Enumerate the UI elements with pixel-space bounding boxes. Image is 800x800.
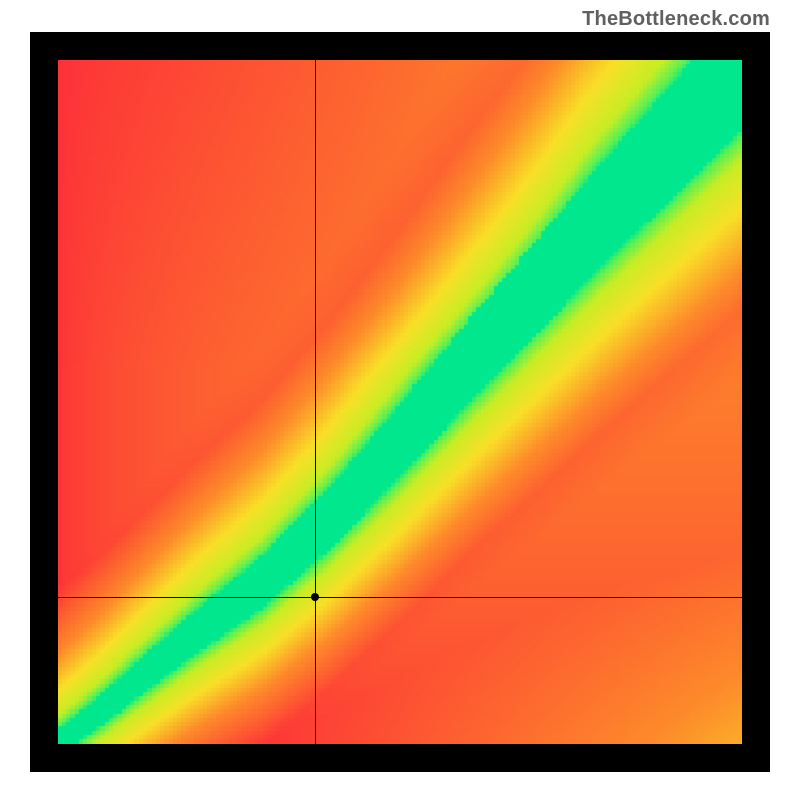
- crosshair-marker-dot: [311, 593, 319, 601]
- chart-container: TheBottleneck.com: [0, 0, 800, 800]
- heatmap-plot-area: [58, 60, 742, 744]
- watermark-text: TheBottleneck.com: [582, 8, 770, 31]
- crosshair-vertical: [315, 60, 316, 744]
- crosshair-horizontal: [58, 597, 742, 598]
- heatmap-canvas: [58, 60, 742, 744]
